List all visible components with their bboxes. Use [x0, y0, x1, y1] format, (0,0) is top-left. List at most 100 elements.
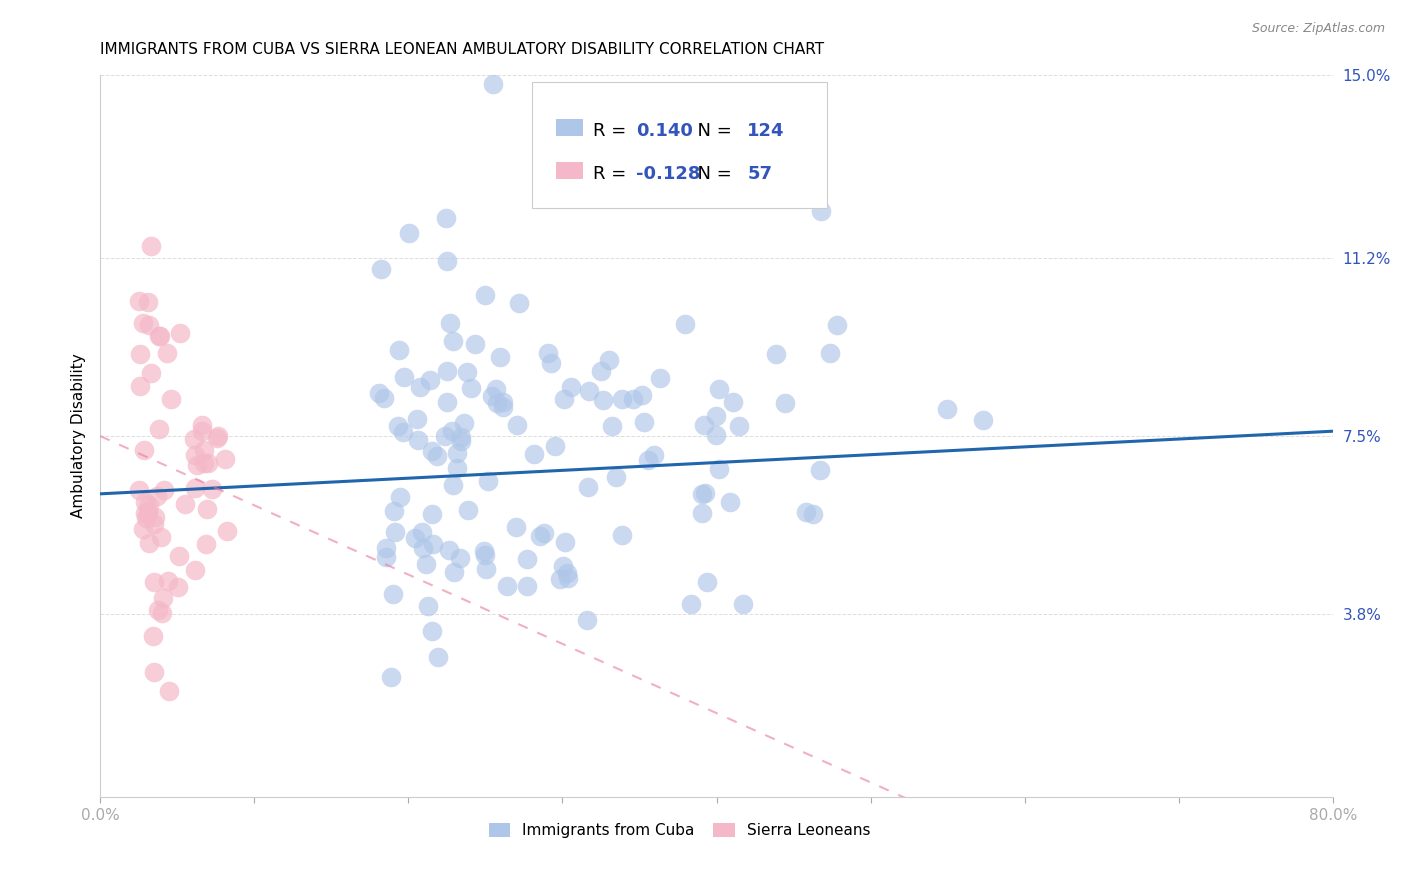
Point	[138, 506, 160, 520]
Point	[492, 400, 515, 414]
Point	[630, 388, 652, 402]
Point	[139, 366, 162, 380]
Point	[382, 504, 405, 518]
Point	[578, 384, 600, 399]
Point	[637, 452, 659, 467]
Point	[156, 574, 179, 588]
Point	[201, 482, 224, 496]
Point	[696, 575, 718, 590]
Point	[557, 571, 579, 585]
Point	[420, 508, 443, 522]
Point	[370, 261, 392, 276]
Point	[693, 486, 716, 500]
Point	[544, 439, 567, 453]
Point	[486, 396, 509, 410]
Point	[582, 159, 605, 173]
Point	[373, 391, 395, 405]
Point	[412, 541, 434, 556]
Point	[426, 450, 449, 464]
Point	[131, 522, 153, 536]
Point	[820, 346, 842, 360]
Point	[156, 346, 179, 360]
Text: Source: ZipAtlas.com: Source: ZipAtlas.com	[1251, 22, 1385, 36]
Point	[446, 446, 468, 460]
Point	[516, 579, 538, 593]
Point	[380, 670, 402, 684]
Point	[183, 481, 205, 495]
Point	[485, 382, 508, 396]
Point	[141, 239, 163, 253]
Text: 57: 57	[748, 165, 772, 183]
Point	[404, 531, 426, 545]
Point	[505, 520, 527, 534]
Point	[648, 371, 671, 385]
Point	[132, 442, 155, 457]
Point	[450, 434, 472, 449]
Point	[153, 483, 176, 497]
Point	[382, 587, 405, 601]
Point	[426, 650, 449, 665]
Point	[169, 326, 191, 340]
Point	[576, 479, 599, 493]
Point	[456, 365, 478, 379]
Text: 0.140: 0.140	[637, 121, 693, 139]
Point	[489, 350, 512, 364]
Point	[214, 451, 236, 466]
Point	[731, 597, 754, 611]
Point	[166, 580, 188, 594]
Point	[610, 392, 633, 407]
Point	[693, 417, 716, 432]
Point	[132, 316, 155, 330]
Point	[718, 495, 741, 509]
Point	[436, 364, 458, 378]
FancyBboxPatch shape	[531, 82, 828, 209]
Point	[728, 418, 751, 433]
Point	[935, 401, 957, 416]
Point	[174, 497, 197, 511]
Point	[591, 364, 613, 378]
Point	[149, 530, 172, 544]
Point	[419, 372, 441, 386]
Point	[439, 316, 461, 330]
Text: N =: N =	[686, 121, 737, 139]
Point	[690, 487, 713, 501]
Point	[457, 503, 479, 517]
Point	[136, 295, 159, 310]
Point	[523, 446, 546, 460]
Point	[157, 683, 180, 698]
Point	[167, 549, 190, 563]
Point	[453, 416, 475, 430]
Point	[673, 317, 696, 331]
Point	[420, 444, 443, 458]
Point	[433, 429, 456, 443]
Point	[422, 536, 444, 550]
Point	[394, 370, 416, 384]
Point	[195, 502, 218, 516]
Point	[690, 506, 713, 520]
Point	[191, 417, 214, 432]
Point	[600, 419, 623, 434]
Point	[148, 422, 170, 436]
Point	[136, 505, 159, 519]
Point	[411, 524, 433, 539]
Point	[505, 418, 527, 433]
Point	[610, 528, 633, 542]
Point	[529, 528, 551, 542]
Point	[152, 591, 174, 606]
Point	[477, 475, 499, 489]
Point	[808, 463, 831, 477]
Point	[794, 505, 817, 519]
Point	[388, 490, 411, 504]
Point	[643, 448, 665, 462]
Point	[825, 318, 848, 332]
Point	[191, 425, 214, 439]
Point	[508, 296, 530, 310]
Point	[437, 543, 460, 558]
Point	[134, 495, 156, 509]
Point	[143, 574, 166, 589]
Point	[406, 433, 429, 447]
Point	[553, 392, 575, 406]
Point	[972, 413, 994, 427]
Text: -0.128: -0.128	[637, 165, 700, 183]
Point	[633, 415, 655, 429]
